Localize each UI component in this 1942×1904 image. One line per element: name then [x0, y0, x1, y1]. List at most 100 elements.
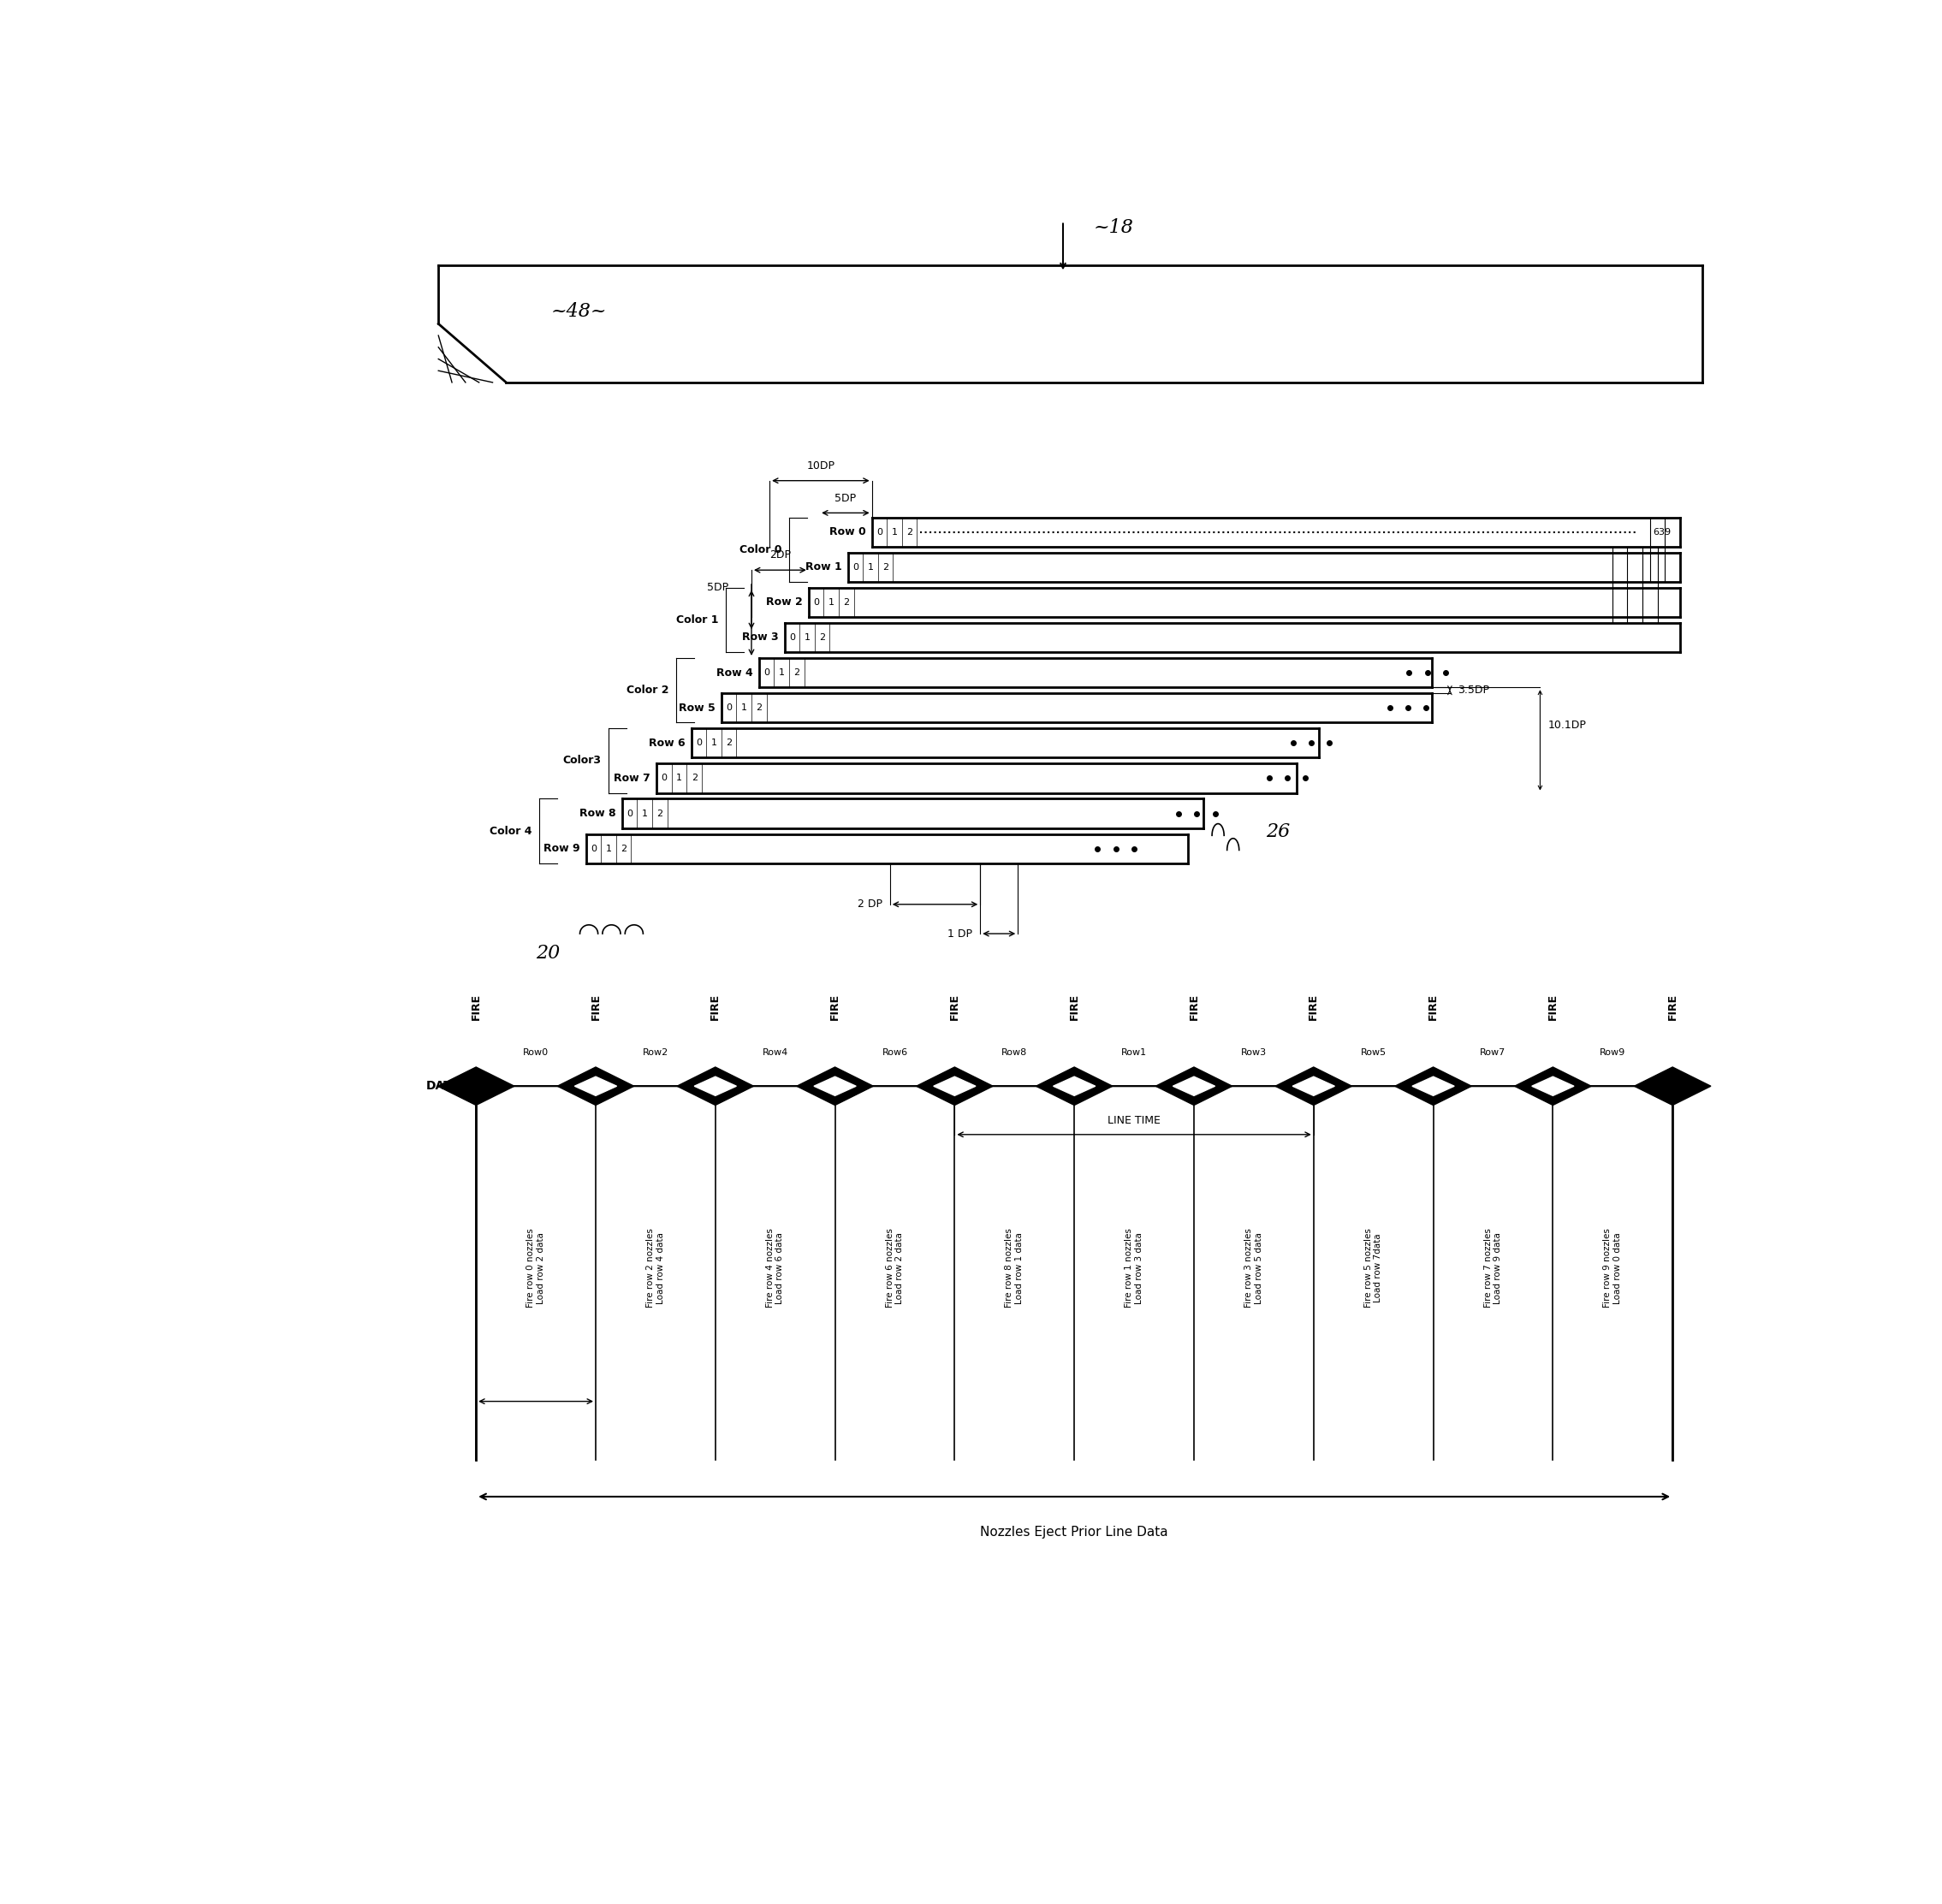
- Text: FIRE: FIRE: [1427, 994, 1439, 1021]
- Text: 0: 0: [763, 668, 769, 678]
- Text: Fire row 1 nozzles
Load row 3 data: Fire row 1 nozzles Load row 3 data: [1124, 1228, 1144, 1308]
- Text: 2: 2: [843, 598, 849, 607]
- Text: Fire row 8 nozzles
Load row 1 data: Fire row 8 nozzles Load row 1 data: [1006, 1228, 1023, 1308]
- Text: Color3: Color3: [563, 756, 600, 765]
- Text: 639: 639: [1653, 527, 1670, 537]
- Text: 20: 20: [536, 944, 561, 963]
- Text: 2DP: 2DP: [769, 550, 790, 562]
- Polygon shape: [814, 1076, 856, 1095]
- Text: Row7: Row7: [1480, 1049, 1505, 1057]
- Text: 0: 0: [627, 809, 633, 817]
- Text: ~18: ~18: [1093, 219, 1134, 238]
- Polygon shape: [1276, 1066, 1352, 1104]
- Text: 1: 1: [827, 598, 835, 607]
- Text: Row8: Row8: [1002, 1049, 1027, 1057]
- Text: DATA: DATA: [427, 1080, 460, 1093]
- Text: Fire row 0 nozzles
Load row 2 data: Fire row 0 nozzles Load row 2 data: [526, 1228, 546, 1308]
- Text: 2: 2: [755, 704, 761, 712]
- Text: Row2: Row2: [643, 1049, 668, 1057]
- Polygon shape: [1412, 1076, 1455, 1095]
- Polygon shape: [1053, 1076, 1095, 1095]
- Text: 26: 26: [1266, 823, 1289, 842]
- Text: Color 1: Color 1: [676, 615, 719, 626]
- Text: 1: 1: [868, 564, 874, 571]
- Text: Fire row 9 nozzles
Load row 0 data: Fire row 9 nozzles Load row 0 data: [1604, 1228, 1622, 1308]
- Polygon shape: [934, 1076, 975, 1095]
- Text: FIRE: FIRE: [709, 994, 720, 1021]
- Text: Row 6: Row 6: [649, 737, 686, 748]
- Text: FIRE: FIRE: [950, 994, 959, 1021]
- Polygon shape: [557, 1066, 633, 1104]
- Text: 1: 1: [606, 843, 612, 853]
- Text: Fire row 6 nozzles
Load row 2 data: Fire row 6 nozzles Load row 2 data: [886, 1228, 905, 1308]
- Polygon shape: [1532, 1076, 1573, 1095]
- Polygon shape: [678, 1066, 753, 1104]
- Text: Row 5: Row 5: [680, 703, 715, 714]
- Polygon shape: [917, 1066, 992, 1104]
- Text: FIRE: FIRE: [1309, 994, 1319, 1021]
- Text: 2: 2: [726, 739, 732, 748]
- Text: Row6: Row6: [882, 1049, 907, 1057]
- Text: 2 DP: 2 DP: [858, 899, 882, 910]
- Text: Row 4: Row 4: [717, 666, 753, 678]
- Text: FIRE: FIRE: [1189, 994, 1200, 1021]
- Text: ~48~: ~48~: [552, 303, 608, 320]
- Text: 5DP: 5DP: [707, 583, 728, 594]
- Text: Row 2: Row 2: [765, 596, 802, 607]
- Text: Color 2: Color 2: [627, 685, 668, 695]
- Text: FIRE: FIRE: [1068, 994, 1080, 1021]
- Text: 1: 1: [742, 704, 748, 712]
- Text: 0: 0: [726, 704, 732, 712]
- Text: Row 7: Row 7: [614, 773, 651, 784]
- Text: FIRE: FIRE: [1666, 994, 1678, 1021]
- Text: Row3: Row3: [1241, 1049, 1266, 1057]
- Text: 2: 2: [882, 564, 889, 571]
- Text: Row 3: Row 3: [742, 632, 779, 644]
- Text: Row0: Row0: [522, 1049, 550, 1057]
- Text: 2: 2: [621, 843, 627, 853]
- Polygon shape: [695, 1076, 736, 1095]
- Text: 2: 2: [794, 668, 800, 678]
- Text: 1: 1: [676, 775, 682, 783]
- Polygon shape: [1635, 1066, 1711, 1104]
- Text: FIRE: FIRE: [590, 994, 602, 1021]
- Text: Color 0: Color 0: [740, 545, 781, 556]
- Polygon shape: [1293, 1076, 1334, 1095]
- Text: 2: 2: [656, 809, 662, 817]
- Text: 1: 1: [891, 527, 897, 537]
- Text: Fire row 2 nozzles
Load row 4 data: Fire row 2 nozzles Load row 4 data: [647, 1228, 664, 1308]
- Text: 0: 0: [788, 634, 794, 642]
- Text: 0: 0: [853, 564, 858, 571]
- Polygon shape: [1035, 1066, 1113, 1104]
- Text: Fire row 5 nozzles
Load row 7data: Fire row 5 nozzles Load row 7data: [1363, 1228, 1383, 1308]
- Text: Row 9: Row 9: [544, 843, 581, 855]
- Text: Row 0: Row 0: [829, 526, 866, 537]
- Text: 2: 2: [820, 634, 825, 642]
- Polygon shape: [1515, 1066, 1590, 1104]
- Text: 1: 1: [779, 668, 785, 678]
- Polygon shape: [1394, 1066, 1472, 1104]
- Text: 3.5DP: 3.5DP: [1456, 685, 1490, 695]
- Text: 1: 1: [641, 809, 647, 817]
- Polygon shape: [575, 1076, 618, 1095]
- Text: Row 8: Row 8: [579, 807, 616, 819]
- Text: 0: 0: [695, 739, 701, 748]
- Text: Row4: Row4: [761, 1049, 788, 1057]
- Text: LINE TIME: LINE TIME: [1107, 1114, 1161, 1125]
- Polygon shape: [1155, 1066, 1233, 1104]
- Text: Row1: Row1: [1121, 1049, 1148, 1057]
- Text: 2: 2: [907, 527, 913, 537]
- Text: Color 4: Color 4: [489, 826, 532, 836]
- Text: FIRE: FIRE: [470, 994, 482, 1021]
- Polygon shape: [437, 1066, 515, 1104]
- Text: 0: 0: [814, 598, 820, 607]
- Text: Row9: Row9: [1600, 1049, 1625, 1057]
- Text: 10DP: 10DP: [806, 461, 835, 472]
- Text: Nozzles Eject Prior Line Data: Nozzles Eject Prior Line Data: [981, 1525, 1169, 1538]
- Text: 1: 1: [711, 739, 717, 748]
- Text: Fire row 4 nozzles
Load row 6 data: Fire row 4 nozzles Load row 6 data: [765, 1228, 785, 1308]
- Text: 10.1DP: 10.1DP: [1548, 720, 1587, 731]
- Text: FIRE: FIRE: [1548, 994, 1559, 1021]
- Text: 0: 0: [876, 527, 882, 537]
- Text: 1 DP: 1 DP: [948, 927, 973, 939]
